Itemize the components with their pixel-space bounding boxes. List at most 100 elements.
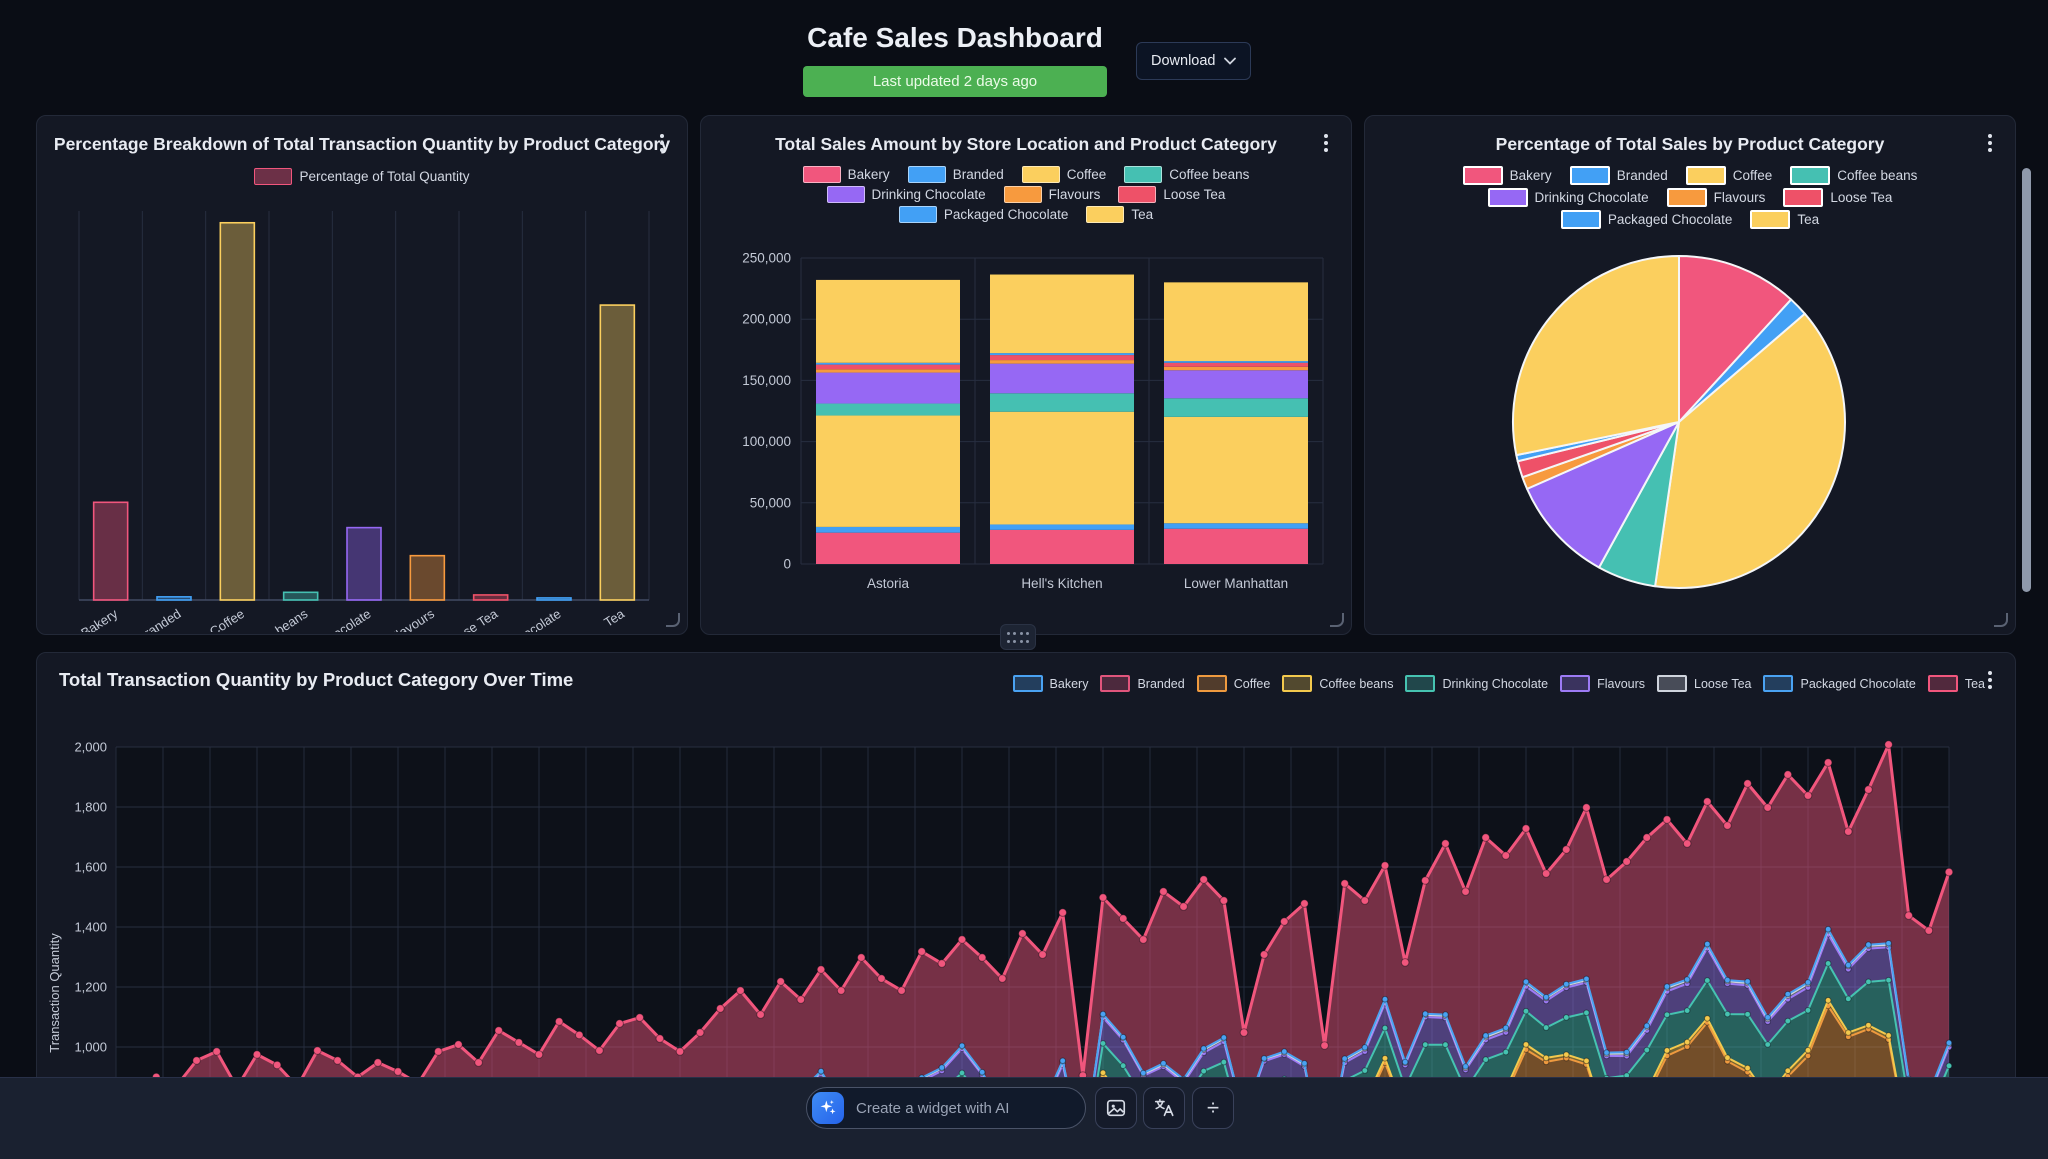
legend-label: Tea <box>1964 676 1985 691</box>
divide-icon: ÷ <box>1206 1095 1220 1120</box>
legend-item[interactable]: Tea <box>1927 675 1985 692</box>
svg-text:250,000: 250,000 <box>742 251 791 266</box>
chart-legend: Bakery Branded Coffee Coffee beans Drinking … <box>701 166 1351 223</box>
translate-widget-button[interactable] <box>1143 1087 1185 1129</box>
legend-item[interactable]: Packaged Chocolate <box>898 206 1068 223</box>
card-menu-icon[interactable] <box>1979 130 2001 156</box>
sparkles-icon <box>812 1092 844 1124</box>
legend-swatch <box>1783 188 1824 207</box>
card-quantity-over-time: Total Transaction Quantity by Product Ca… <box>36 652 2016 1136</box>
legend-label: Packaged Chocolate <box>1800 676 1916 691</box>
download-button-label: Download <box>1151 53 1216 69</box>
download-button[interactable]: Download <box>1136 42 1251 80</box>
legend-item[interactable]: Tea <box>1750 210 1819 229</box>
legend-item[interactable]: Flavours <box>1003 186 1101 203</box>
legend-item[interactable]: Loose Tea <box>1118 186 1225 203</box>
stacked-bar-chart[interactable]: 0 50,000 100,000 150,000 200,000 250,000 Astor… <box>701 178 1351 628</box>
legend-item[interactable]: Coffee <box>1685 166 1773 185</box>
image-widget-button[interactable] <box>1095 1087 1137 1129</box>
legend-item[interactable]: Coffee <box>1021 166 1107 183</box>
legend-swatch <box>1666 188 1707 207</box>
legend-item[interactable]: Packaged Chocolate <box>1763 675 1916 692</box>
legend-label: Coffee <box>1233 676 1271 691</box>
chart-title: Total Transaction Quantity by Product Ca… <box>59 669 574 690</box>
resize-handle-icon[interactable] <box>666 613 680 627</box>
legend-swatch <box>802 166 841 183</box>
legend-swatch <box>898 206 937 223</box>
card-menu-icon[interactable] <box>1979 667 2001 693</box>
legend-item[interactable]: Coffee <box>1196 675 1271 692</box>
legend-label: Branded <box>1616 168 1668 183</box>
legend-label: Packaged Chocolate <box>1607 212 1733 227</box>
legend-item[interactable]: Flavours <box>1666 188 1766 207</box>
svg-text:Transaction Quantity: Transaction Quantity <box>47 933 62 1053</box>
legend-swatch <box>1927 675 1958 692</box>
legend-item[interactable]: Loose Tea <box>1783 188 1892 207</box>
legend-item[interactable]: Bakery <box>1012 675 1089 692</box>
card-menu-icon[interactable] <box>1315 130 1337 156</box>
divider-widget-button[interactable]: ÷ <box>1192 1087 1234 1129</box>
legend-swatch <box>1763 675 1794 692</box>
scrollbar-thumb[interactable] <box>2022 168 2031 592</box>
resize-handle-icon[interactable] <box>1330 613 1344 627</box>
pie-chart[interactable] <box>1365 220 2015 630</box>
legend-swatch <box>1685 166 1726 185</box>
svg-text:Lower Manhattan: Lower Manhattan <box>1184 576 1288 591</box>
legend-swatch <box>1462 166 1503 185</box>
legend-swatch <box>1405 675 1436 692</box>
svg-text:Tea: Tea <box>601 606 627 630</box>
legend-label: Tea <box>1131 207 1154 222</box>
legend-label: Flavours <box>1597 676 1646 691</box>
legend-item[interactable]: Drinking Chocolate <box>1405 675 1548 692</box>
legend-swatch <box>1560 210 1601 229</box>
legend-item[interactable]: Branded <box>1100 675 1185 692</box>
stacked-area-chart[interactable]: 2,000 1,800 1,600 1,400 1,200 1,000 Transactio… <box>37 653 2015 1135</box>
legend-swatch <box>1118 186 1157 203</box>
legend-label: Coffee <box>1732 168 1773 183</box>
legend-item[interactable]: Drinking Chocolate <box>826 186 986 203</box>
legend-item[interactable]: Branded <box>907 166 1004 183</box>
legend-item[interactable]: Coffee beans <box>1124 166 1249 183</box>
legend-swatch <box>1657 675 1688 692</box>
last-updated-badge: Last updated 2 days ago <box>803 66 1107 97</box>
legend-item[interactable]: Coffee beans <box>1282 675 1393 692</box>
legend-item[interactable]: Bakery <box>802 166 890 183</box>
svg-text:100,000: 100,000 <box>742 434 791 449</box>
legend-label: Coffee beans <box>1319 676 1394 691</box>
legend-item[interactable]: Percentage of Total Quantity <box>254 168 470 185</box>
page-title: Cafe Sales Dashboard <box>807 22 1103 53</box>
svg-text:2,000: 2,000 <box>74 740 107 755</box>
legend-swatch <box>1487 188 1528 207</box>
chart-legend: Bakery Branded Coffee Coffee beans Drinking … <box>1007 675 1991 692</box>
svg-text:Hell's Kitchen: Hell's Kitchen <box>1021 576 1102 591</box>
legend-label: Flavours <box>1713 190 1766 205</box>
legend-item[interactable]: Drinking Chocolate <box>1487 188 1649 207</box>
legend-item[interactable]: Coffee beans <box>1790 166 1917 185</box>
legend-item[interactable]: Loose Tea <box>1657 675 1751 692</box>
resize-handle-icon[interactable] <box>1994 613 2008 627</box>
legend-item[interactable]: Tea <box>1086 206 1153 223</box>
legend-swatch <box>1100 675 1131 692</box>
ai-widget-input-container[interactable] <box>806 1087 1086 1129</box>
legend-item[interactable]: Bakery <box>1462 166 1552 185</box>
row-drag-handle[interactable] <box>1000 624 1036 650</box>
card-menu-icon[interactable] <box>651 130 673 156</box>
legend-swatch <box>1560 675 1591 692</box>
legend-label: Coffee <box>1066 167 1107 182</box>
legend-label: Drinking Chocolate <box>871 187 986 202</box>
ai-widget-input[interactable] <box>854 1098 1079 1118</box>
svg-text:Loose Tea: Loose Tea <box>442 606 501 632</box>
legend-label: Flavours <box>1048 187 1101 202</box>
legend-item[interactable]: Flavours <box>1560 675 1645 692</box>
legend-swatch <box>1790 166 1831 185</box>
legend-item[interactable]: Branded <box>1569 166 1668 185</box>
legend-label: Loose Tea <box>1163 187 1226 202</box>
legend-swatch <box>1196 675 1227 692</box>
legend-label: Bakery <box>1049 676 1089 691</box>
svg-text:0: 0 <box>783 557 791 572</box>
legend-item[interactable]: Packaged Chocolate <box>1560 210 1733 229</box>
svg-text:Branded: Branded <box>134 606 183 632</box>
legend-label: Drinking Chocolate <box>1442 676 1549 691</box>
